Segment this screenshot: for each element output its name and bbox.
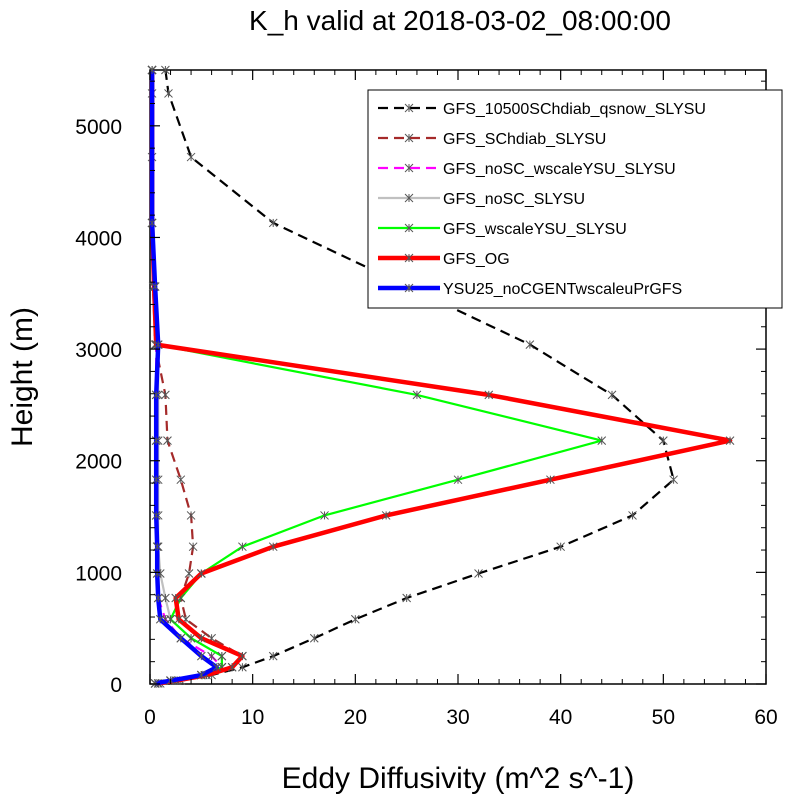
legend-label: GFS_OG: [443, 251, 510, 268]
legend-item: GFS_noSC_wscaleYSU_SLYSU: [378, 161, 676, 178]
legend-label: GFS_noSC_wscaleYSU_SLYSU: [443, 161, 676, 178]
series-1: [155, 65, 678, 688]
x-tick-label: 20: [344, 706, 367, 729]
y-tick-label: 2000: [75, 451, 122, 474]
legend-item: GFS_wscaleYSU_SLYSU: [378, 221, 627, 238]
plot-area: 0 10 20 30 40 50 60 0 1000 2000 3000 4000 5000: [75, 65, 778, 729]
x-tick-label: 40: [549, 706, 572, 729]
y-tick-label: 5000: [75, 116, 122, 139]
x-tick-label: 50: [652, 706, 675, 729]
y-axis-ticks: 0 1000 2000 3000 4000 5000: [75, 80, 766, 697]
legend-items: GFS_10500SChdiab_qsnow_SLYSU GFS_SChdiab_…: [378, 101, 706, 298]
legend-label: YSU25_noCGENTwscaleuPrGFS: [443, 281, 682, 298]
legend: GFS_10500SChdiab_qsnow_SLYSU GFS_SChdiab_…: [367, 89, 783, 309]
x-tick-label: 0: [144, 706, 156, 729]
y-tick-label: 0: [110, 674, 122, 697]
legend-label: GFS_SChdiab_SLYSU: [443, 131, 606, 148]
y-axis-title: Height (m): [6, 307, 39, 447]
y-tick-label: 3000: [75, 339, 122, 362]
x-tick-label: 60: [754, 706, 777, 729]
legend-item: GFS_noSC_SLYSU: [378, 191, 585, 208]
series-line: [149, 70, 219, 686]
x-tick-label: 30: [446, 706, 469, 729]
series-2: [147, 65, 247, 688]
legend-item: GFS_OG: [378, 251, 510, 268]
legend-item: GFS_10500SChdiab_qsnow_SLYSU: [378, 101, 706, 118]
x-axis-title: Eddy Diffusivity (m^2 s^-1): [282, 762, 635, 795]
x-axis-ticks: 0 10 20 30 40 50 60: [144, 70, 778, 729]
y-tick-label: 4000: [75, 227, 122, 250]
legend-label: GFS_wscaleYSU_SLYSU: [443, 221, 627, 238]
legend-item: GFS_SChdiab_SLYSU: [378, 131, 606, 148]
series-7: [147, 65, 222, 688]
y-tick-label: 1000: [75, 562, 122, 585]
x-tick-label: 10: [241, 706, 264, 729]
legend-label: GFS_10500SChdiab_qsnow_SLYSU: [443, 101, 706, 118]
chart-title: K_h valid at 2018-03-02_08:00:00: [249, 5, 671, 36]
legend-label: GFS_noSC_SLYSU: [443, 191, 585, 208]
series-layer: [147, 65, 735, 688]
legend-item: YSU25_noCGENTwscaleuPrGFS: [378, 281, 682, 298]
